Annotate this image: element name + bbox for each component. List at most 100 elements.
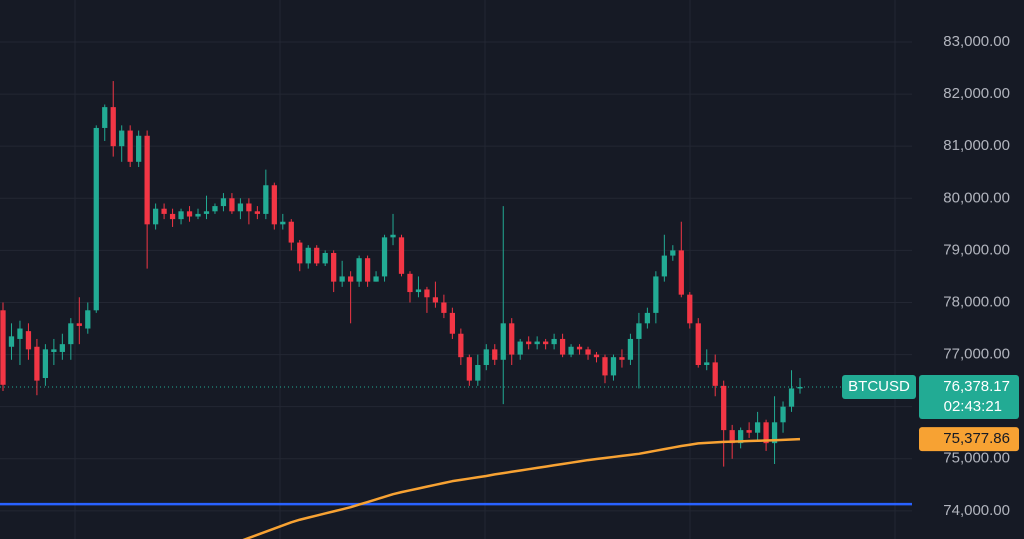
candle-body bbox=[797, 386, 803, 389]
candle-body bbox=[780, 406, 786, 423]
candle-body bbox=[543, 341, 549, 345]
candle-body bbox=[695, 323, 701, 365]
candle-body bbox=[152, 208, 159, 225]
candle-body bbox=[381, 237, 388, 277]
candle-body bbox=[8, 336, 15, 347]
symbol-tag bbox=[842, 374, 916, 399]
candle-body bbox=[500, 323, 506, 360]
candle-body bbox=[475, 364, 481, 381]
candle-body bbox=[738, 430, 744, 444]
candle-body bbox=[754, 422, 761, 433]
candle-body bbox=[407, 273, 413, 293]
candle-body bbox=[678, 250, 684, 295]
candle-body bbox=[314, 247, 320, 264]
candle-body bbox=[85, 310, 91, 329]
candle-body bbox=[322, 252, 328, 264]
y-tick-label: 80,000.00 bbox=[943, 189, 1010, 206]
candle-body bbox=[161, 208, 167, 214]
candle-body bbox=[763, 422, 769, 444]
candle-body bbox=[390, 234, 396, 238]
candle-body bbox=[492, 349, 498, 360]
candle-body bbox=[729, 430, 735, 444]
candle-body bbox=[76, 323, 82, 326]
candle-body bbox=[517, 341, 523, 355]
candle-body bbox=[0, 310, 6, 385]
candle-body bbox=[331, 252, 337, 282]
candle-body bbox=[398, 237, 405, 274]
candle-body bbox=[42, 349, 49, 379]
candle-body bbox=[432, 297, 439, 303]
candle-body bbox=[186, 211, 193, 217]
candle-body bbox=[59, 344, 65, 352]
candle-body bbox=[144, 135, 150, 225]
candle-body bbox=[212, 206, 218, 212]
time-grid bbox=[74, 0, 896, 539]
candle-body bbox=[636, 323, 642, 339]
candle-body bbox=[576, 346, 583, 350]
candle-body bbox=[271, 185, 277, 225]
candle-body bbox=[288, 221, 294, 243]
candle-body bbox=[661, 255, 667, 277]
moving-average bbox=[242, 437, 801, 539]
candle-body bbox=[771, 422, 778, 444]
candle-body bbox=[119, 130, 125, 147]
candle-body bbox=[263, 185, 269, 214]
candle-body bbox=[25, 331, 32, 350]
candle-body bbox=[356, 258, 362, 282]
candle-body bbox=[51, 349, 57, 352]
candle-body bbox=[68, 323, 74, 345]
candle-body bbox=[441, 302, 447, 313]
candle-body bbox=[34, 346, 40, 381]
candle-body bbox=[526, 341, 532, 345]
candle-body bbox=[237, 203, 244, 212]
candle-body bbox=[178, 211, 184, 220]
candle-body bbox=[551, 338, 557, 345]
candle-body bbox=[644, 312, 651, 324]
candle-body bbox=[568, 346, 574, 355]
candle-body bbox=[93, 127, 99, 311]
y-tick-label: 79,000.00 bbox=[943, 241, 1010, 258]
candle-body bbox=[220, 198, 227, 207]
candle-body bbox=[466, 357, 472, 381]
candle-body bbox=[788, 388, 795, 407]
candle-body bbox=[347, 276, 354, 282]
y-tick-label: 82,000.00 bbox=[943, 85, 1010, 102]
candle-body bbox=[602, 357, 608, 376]
candle-body bbox=[704, 362, 710, 365]
price-axis: 74,000.0075,000.0076,000.0077,000.0078,0… bbox=[842, 33, 1019, 519]
grid bbox=[0, 41, 912, 512]
plot-area bbox=[0, 81, 912, 539]
candle-body bbox=[169, 213, 176, 220]
candle-body bbox=[746, 430, 752, 433]
y-tick-label: 78,000.00 bbox=[943, 293, 1010, 310]
candle-body bbox=[509, 323, 515, 355]
candle-body bbox=[721, 385, 727, 431]
y-tick-label: 74,000.00 bbox=[943, 502, 1010, 519]
countdown-label: 02:43:21 bbox=[944, 398, 1002, 415]
candle-body bbox=[246, 203, 252, 212]
ma-label: 75,377.86 bbox=[943, 430, 1010, 447]
candle-body bbox=[339, 276, 345, 282]
candle-body bbox=[585, 349, 591, 355]
candle-body bbox=[136, 135, 142, 162]
candle-body bbox=[670, 250, 676, 256]
candle-body bbox=[195, 213, 201, 217]
candle-body bbox=[593, 354, 600, 358]
candle-body bbox=[127, 130, 133, 162]
candle-body bbox=[449, 312, 456, 334]
candle-body bbox=[483, 349, 489, 365]
candle-body bbox=[687, 294, 693, 324]
candle-body bbox=[254, 211, 260, 214]
ma-tag bbox=[919, 427, 1019, 452]
candle-body bbox=[619, 357, 625, 360]
candle-body bbox=[229, 198, 235, 212]
candle-body bbox=[203, 211, 210, 214]
y-tick-label: 81,000.00 bbox=[943, 137, 1010, 154]
candle-body bbox=[559, 338, 566, 355]
candle-body bbox=[102, 107, 108, 128]
symbol-label: BTCUSD bbox=[848, 378, 910, 395]
candle-body bbox=[297, 242, 303, 264]
candle-body bbox=[653, 276, 659, 313]
candle-body bbox=[305, 247, 311, 264]
candle-body bbox=[373, 276, 379, 282]
